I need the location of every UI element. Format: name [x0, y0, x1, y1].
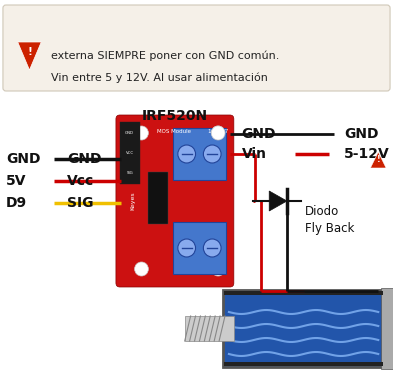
Text: GND: GND [242, 127, 276, 141]
Circle shape [135, 126, 148, 140]
Circle shape [211, 262, 225, 276]
FancyBboxPatch shape [173, 128, 226, 180]
Text: VCC: VCC [126, 151, 134, 155]
Polygon shape [18, 42, 41, 70]
Polygon shape [370, 152, 386, 168]
Text: GND: GND [344, 127, 378, 141]
Text: GND: GND [67, 152, 101, 166]
Text: Vcc: Vcc [67, 174, 94, 188]
FancyBboxPatch shape [116, 115, 234, 287]
Circle shape [211, 126, 225, 140]
FancyBboxPatch shape [173, 222, 226, 274]
Text: Vin: Vin [242, 147, 267, 161]
Text: !: ! [27, 47, 32, 57]
Text: 5V: 5V [6, 174, 26, 188]
FancyBboxPatch shape [3, 5, 390, 91]
Circle shape [211, 126, 225, 140]
Bar [185, 316, 234, 341]
Bar [224, 291, 383, 295]
Text: Vin entre 5 y 12V. Al usar alimentación: Vin entre 5 y 12V. Al usar alimentación [51, 72, 268, 82]
Text: SIG: SIG [126, 171, 133, 175]
Text: 5-12V: 5-12V [344, 147, 390, 161]
Text: !: ! [376, 154, 380, 164]
Bar [224, 362, 383, 366]
Circle shape [178, 239, 196, 257]
FancyBboxPatch shape [223, 290, 384, 367]
Text: IRF520N: IRF520N [142, 109, 208, 123]
Text: GND: GND [125, 131, 134, 135]
Circle shape [135, 262, 148, 276]
Circle shape [178, 145, 196, 163]
Text: MOS Module: MOS Module [157, 128, 191, 134]
Text: GND: GND [6, 152, 40, 166]
Text: externa SIEMPRE poner con GND común.: externa SIEMPRE poner con GND común. [51, 50, 280, 60]
Circle shape [203, 239, 221, 257]
Text: Keyes: Keyes [130, 192, 135, 210]
Text: Diodo
Fly Back: Diodo Fly Back [304, 205, 354, 235]
Text: D9: D9 [6, 196, 27, 210]
FancyBboxPatch shape [120, 122, 140, 184]
Bar [381, 288, 393, 369]
Text: 140C07: 140C07 [208, 128, 229, 134]
Polygon shape [269, 191, 287, 211]
FancyBboxPatch shape [148, 172, 168, 224]
Circle shape [203, 145, 221, 163]
Text: SIG: SIG [67, 196, 93, 210]
